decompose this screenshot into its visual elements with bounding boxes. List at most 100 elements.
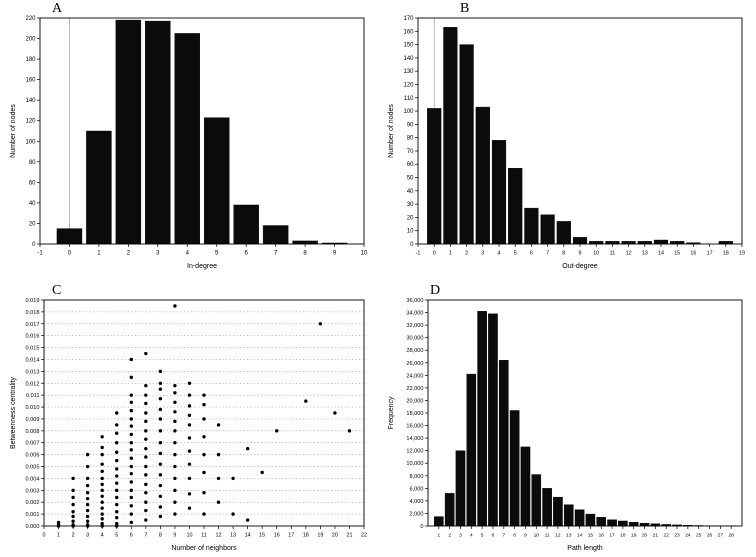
svg-text:40: 40 (29, 201, 36, 207)
svg-text:130: 130 (403, 69, 414, 75)
svg-text:16: 16 (274, 533, 280, 539)
panel-a: A 0 20 40 60 80 100 120 140 160 180 200 220 -1 0 1 2 3 4 5… (6, 2, 374, 274)
svg-text:0.015: 0.015 (26, 346, 40, 352)
svg-text:4: 4 (101, 533, 104, 539)
svg-text:170: 170 (403, 16, 414, 22)
svg-text:2: 2 (448, 533, 451, 539)
svg-text:160: 160 (403, 29, 414, 35)
svg-text:0.017: 0.017 (26, 322, 40, 328)
svg-text:3: 3 (459, 533, 462, 539)
svg-text:28,000: 28,000 (406, 348, 423, 354)
svg-text:8,000: 8,000 (410, 474, 424, 480)
svg-text:0.003: 0.003 (26, 488, 40, 494)
svg-text:7: 7 (144, 533, 147, 539)
svg-text:0.000: 0.000 (26, 524, 40, 530)
svg-text:Path length: Path length (567, 545, 603, 552)
svg-text:11: 11 (201, 533, 207, 539)
svg-text:32,000: 32,000 (406, 323, 423, 329)
svg-text:0.005: 0.005 (26, 465, 40, 471)
svg-text:9: 9 (333, 251, 337, 257)
svg-text:17: 17 (288, 533, 294, 539)
svg-text:0.002: 0.002 (26, 500, 40, 506)
panel-d: D 0 2,000 4,000 6,000 8,000 10,000 12,000 14,00… (384, 284, 752, 556)
svg-text:19: 19 (739, 251, 745, 257)
svg-text:6: 6 (130, 533, 133, 539)
svg-text:12: 12 (216, 533, 222, 539)
svg-text:-1: -1 (416, 251, 421, 257)
svg-text:16: 16 (599, 533, 605, 539)
svg-text:1: 1 (57, 533, 60, 539)
svg-text:20: 20 (29, 221, 36, 227)
svg-text:12: 12 (555, 533, 561, 539)
svg-text:20: 20 (642, 533, 648, 539)
svg-text:0.001: 0.001 (26, 512, 40, 518)
svg-text:In-degree: In-degree (187, 263, 217, 270)
svg-text:160: 160 (25, 78, 36, 84)
svg-text:-1: -1 (37, 251, 43, 257)
svg-text:18,000: 18,000 (406, 411, 423, 417)
svg-text:0.004: 0.004 (26, 476, 40, 482)
svg-text:120: 120 (25, 119, 36, 125)
svg-text:30: 30 (407, 202, 414, 208)
svg-text:13: 13 (566, 533, 572, 539)
svg-text:14: 14 (658, 251, 664, 257)
svg-text:0.011: 0.011 (26, 393, 40, 399)
svg-text:24,000: 24,000 (406, 373, 423, 379)
svg-text:0.013: 0.013 (26, 369, 40, 375)
svg-text:6,000: 6,000 (410, 486, 424, 492)
svg-text:200: 200 (25, 37, 36, 43)
svg-text:0.009: 0.009 (26, 417, 40, 423)
svg-text:10: 10 (593, 251, 599, 257)
svg-text:5: 5 (514, 251, 517, 257)
svg-text:0.007: 0.007 (26, 441, 40, 447)
svg-text:13: 13 (642, 251, 648, 257)
svg-text:18: 18 (620, 533, 626, 539)
svg-text:1: 1 (97, 251, 101, 257)
svg-text:0.010: 0.010 (26, 405, 40, 411)
svg-text:14,000: 14,000 (406, 436, 423, 442)
svg-text:0.016: 0.016 (26, 334, 40, 340)
svg-text:22,000: 22,000 (406, 386, 423, 392)
svg-text:21: 21 (653, 533, 659, 539)
svg-text:6: 6 (245, 251, 249, 257)
svg-text:0.018: 0.018 (26, 310, 40, 316)
svg-text:20: 20 (332, 533, 338, 539)
svg-text:180: 180 (25, 57, 36, 63)
svg-text:19: 19 (631, 533, 637, 539)
svg-text:5: 5 (115, 533, 118, 539)
svg-text:140: 140 (403, 56, 414, 62)
svg-text:4: 4 (470, 533, 473, 539)
svg-text:0: 0 (433, 251, 436, 257)
svg-text:4: 4 (498, 251, 501, 257)
svg-text:11: 11 (610, 251, 616, 257)
svg-text:2: 2 (127, 251, 131, 257)
svg-text:0: 0 (410, 242, 414, 248)
svg-text:0: 0 (32, 242, 36, 248)
svg-text:110: 110 (404, 96, 414, 102)
svg-text:80: 80 (407, 136, 414, 142)
svg-text:8: 8 (562, 251, 565, 257)
svg-text:26: 26 (707, 533, 713, 539)
svg-text:15: 15 (259, 533, 265, 539)
svg-text:60: 60 (407, 162, 414, 168)
svg-text:9: 9 (173, 533, 176, 539)
panel-d-label: D (430, 283, 441, 298)
svg-text:3: 3 (86, 533, 89, 539)
panel-c: C 0.000 0.001 0.002 0.003 0.004 0.005 0.006 0.0… (6, 284, 374, 556)
svg-text:7: 7 (502, 533, 505, 539)
svg-text:Number of nodes: Number of nodes (10, 104, 17, 158)
svg-text:0.019: 0.019 (26, 298, 40, 304)
svg-text:6: 6 (530, 251, 533, 257)
svg-text:50: 50 (407, 176, 414, 182)
svg-text:0.006: 0.006 (26, 453, 40, 459)
svg-text:20,000: 20,000 (406, 398, 423, 404)
svg-text:24: 24 (685, 533, 691, 539)
svg-text:2,000: 2,000 (410, 511, 424, 517)
svg-text:14: 14 (245, 533, 251, 539)
svg-text:40: 40 (407, 189, 414, 195)
svg-text:8: 8 (303, 251, 307, 257)
svg-text:100: 100 (403, 109, 414, 115)
svg-text:4: 4 (186, 251, 190, 257)
svg-text:15: 15 (674, 251, 680, 257)
